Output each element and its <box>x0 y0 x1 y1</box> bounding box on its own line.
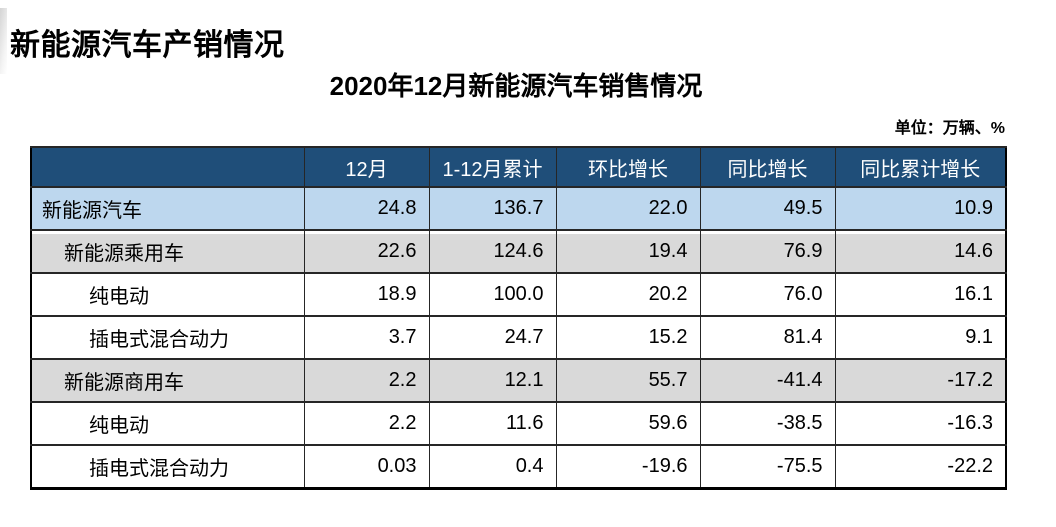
column-header: 12月 <box>303 146 430 188</box>
table-cell: 22.0 <box>555 186 701 231</box>
table-cell: 10.9 <box>834 186 1007 231</box>
column-header: 同比累计增长 <box>834 146 1007 188</box>
table-title: 2020年12月新能源汽车销售情况 <box>329 71 703 101</box>
column-header: 1-12月累计 <box>428 146 557 188</box>
table-cell: 11.6 <box>428 401 557 446</box>
table-body: 新能源汽车 24.8 136.7 22.0 49.5 10.9 新能源乘用车 22.6 124.… <box>30 186 1007 489</box>
table-row: 新能源商用车 2.2 12.1 55.7 -41.4 -17.2 <box>30 358 1007 403</box>
table-row: 新能源乘用车 22.6 124.6 19.4 76.9 14.6 <box>30 229 1007 274</box>
table-cell: 20.2 <box>555 272 701 317</box>
table-cell: 22.6 <box>303 229 430 274</box>
table-cell: -16.3 <box>834 401 1007 446</box>
row-label: 新能源汽车 <box>30 186 305 231</box>
column-header: 同比增长 <box>699 146 836 188</box>
table-cell: -38.5 <box>699 401 836 446</box>
table-cell: 19.4 <box>555 229 701 274</box>
table-row: 插电式混合动力 3.7 24.7 15.2 81.4 9.1 <box>30 315 1007 360</box>
table-cell: 49.5 <box>699 186 836 231</box>
table-cell: 14.6 <box>834 229 1007 274</box>
row-label: 新能源商用车 <box>30 358 305 403</box>
table-row: 纯电动 18.9 100.0 20.2 76.0 16.1 <box>30 272 1007 317</box>
table-cell: 24.7 <box>428 315 557 360</box>
page-edge-decoration <box>0 8 7 74</box>
row-label: 插电式混合动力 <box>30 444 305 489</box>
column-header: 环比增长 <box>555 146 701 188</box>
column-header <box>30 146 305 188</box>
table-cell: 136.7 <box>428 186 557 231</box>
table-header-row: 12月 1-12月累计 环比增长 同比增长 同比累计增长 <box>30 146 1007 188</box>
table-cell: 2.2 <box>303 401 430 446</box>
table-cell: 76.9 <box>699 229 836 274</box>
unit-note: 单位：万辆、% <box>894 120 1005 137</box>
row-label: 插电式混合动力 <box>30 315 305 360</box>
table-cell: -19.6 <box>555 444 701 489</box>
table-cell: 16.1 <box>834 272 1007 317</box>
table-cell: 124.6 <box>428 229 557 274</box>
table-cell: 0.4 <box>428 444 557 489</box>
table-cell: 2.2 <box>303 358 430 403</box>
row-label: 新能源乘用车 <box>30 229 305 274</box>
table-cell: -17.2 <box>834 358 1007 403</box>
table-cell: -41.4 <box>699 358 836 403</box>
row-label: 纯电动 <box>30 272 305 317</box>
table-cell: -75.5 <box>699 444 836 489</box>
table-row: 新能源汽车 24.8 136.7 22.0 49.5 10.9 <box>30 186 1007 231</box>
nev-sales-table: 12月 1-12月累计 环比增长 同比增长 同比累计增长 新能源汽车 24.8 136.7 2… <box>30 146 1007 490</box>
table-cell: 12.1 <box>428 358 557 403</box>
table-cell: 59.6 <box>555 401 701 446</box>
table-cell: 100.0 <box>428 272 557 317</box>
table-cell: 3.7 <box>303 315 430 360</box>
table-row: 插电式混合动力 0.03 0.4 -19.6 -75.5 -22.2 <box>30 444 1007 489</box>
page-title: 新能源汽车产销情况 <box>10 29 285 62</box>
table-cell: 15.2 <box>555 315 701 360</box>
table-cell: -22.2 <box>834 444 1007 489</box>
table-row: 纯电动 2.2 11.6 59.6 -38.5 -16.3 <box>30 401 1007 446</box>
table-cell: 55.7 <box>555 358 701 403</box>
table-cell: 9.1 <box>834 315 1007 360</box>
row-label: 纯电动 <box>30 401 305 446</box>
table-cell: 24.8 <box>303 186 430 231</box>
table-cell: 76.0 <box>699 272 836 317</box>
table-cell: 18.9 <box>303 272 430 317</box>
table-cell: 0.03 <box>303 444 430 489</box>
table-cell: 81.4 <box>699 315 836 360</box>
